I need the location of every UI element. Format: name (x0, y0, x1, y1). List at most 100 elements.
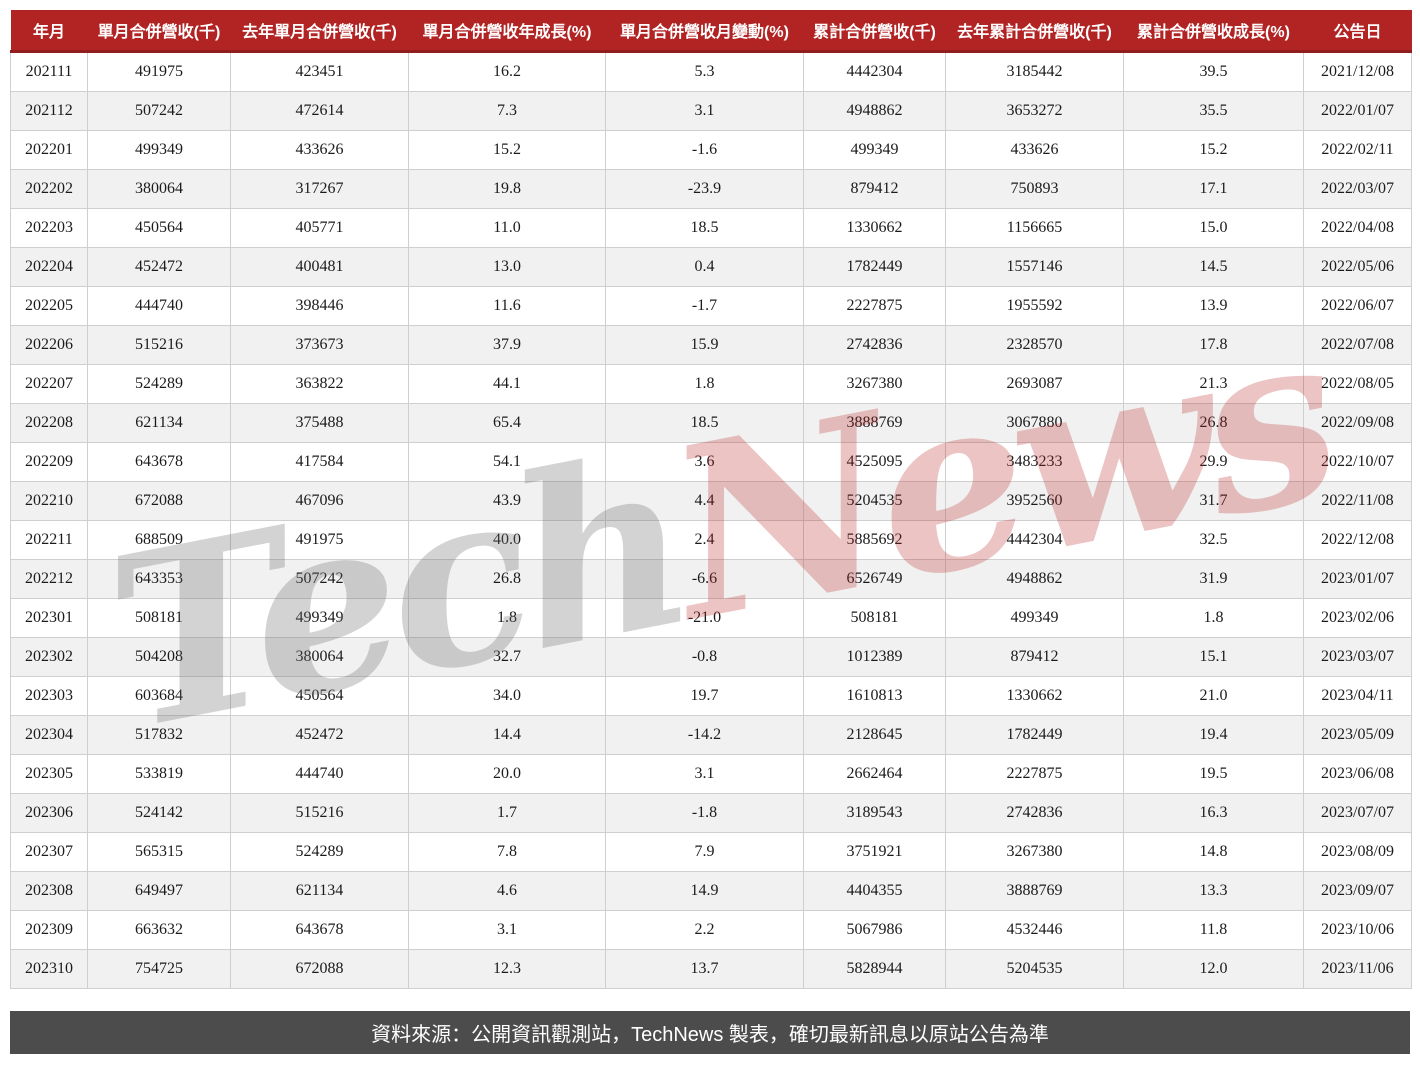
table-cell: 4.4 (605, 481, 804, 521)
table-row: 202310 754725 672088 12.3 13.7 5828944 5204535… (10, 949, 1412, 989)
table-cell: 2693087 (945, 364, 1124, 404)
table-row: 202207 524289 363822 44.1 1.8 3267380 2693087 2… (10, 364, 1412, 404)
table-row: 202201 499349 433626 15.2 -1.6 499349 433626 15… (10, 130, 1412, 170)
column-header-3: 單月合併營收年成長(%) (408, 10, 606, 53)
table-cell: 21.0 (1123, 676, 1304, 716)
table-cell: 1156665 (945, 208, 1124, 248)
table-cell: -1.7 (605, 286, 804, 326)
table-cell: 504208 (87, 637, 231, 677)
table-cell: 2022/01/07 (1303, 91, 1412, 131)
table-cell: 13.3 (1123, 871, 1304, 911)
table-cell: 12.0 (1123, 949, 1304, 989)
table-cell: 491975 (87, 51, 231, 92)
table-cell: 2022/11/08 (1303, 481, 1412, 521)
table-cell: 202212 (10, 559, 88, 599)
table-cell: 202305 (10, 754, 88, 794)
table-cell: 499349 (87, 130, 231, 170)
table-row: 202208 621134 375488 65.4 18.5 3888769 3067880… (10, 403, 1412, 443)
table-cell: 202203 (10, 208, 88, 248)
table-cell: 16.2 (408, 51, 606, 92)
table-cell: 2022/10/07 (1303, 442, 1412, 482)
table-cell: 2023/06/08 (1303, 754, 1412, 794)
table-cell: 1.8 (408, 598, 606, 638)
table-cell: 19.5 (1123, 754, 1304, 794)
table-cell: 3.1 (605, 754, 804, 794)
table-cell: 672088 (230, 949, 409, 989)
table-cell: 4442304 (945, 520, 1124, 560)
table-cell: 2023/05/09 (1303, 715, 1412, 755)
table-row: 202209 643678 417584 54.1 3.6 4525095 3483233 2… (10, 442, 1412, 482)
table-cell: 26.8 (1123, 403, 1304, 443)
table-cell: 202210 (10, 481, 88, 521)
table-cell: 2128645 (803, 715, 946, 755)
table-cell: 2662464 (803, 754, 946, 794)
table-cell: 202304 (10, 715, 88, 755)
table-cell: 1.8 (605, 364, 804, 404)
table-cell: 688509 (87, 520, 231, 560)
table-cell: 202208 (10, 403, 88, 443)
table-cell: 4525095 (803, 442, 946, 482)
table-cell: 202204 (10, 247, 88, 287)
table-cell: 499349 (803, 130, 946, 170)
table-cell: 2022/02/11 (1303, 130, 1412, 170)
table-cell: 2.4 (605, 520, 804, 560)
table-cell: 750893 (945, 169, 1124, 209)
table-cell: 2742836 (803, 325, 946, 365)
table-cell: 417584 (230, 442, 409, 482)
table-cell: 3189543 (803, 793, 946, 833)
table-cell: 3888769 (803, 403, 946, 443)
table-row: 202212 643353 507242 26.8 -6.6 6526749 4948862… (10, 559, 1412, 599)
table-cell: -0.8 (605, 637, 804, 677)
table-cell: 373673 (230, 325, 409, 365)
table-cell: 2022/07/08 (1303, 325, 1412, 365)
table-row: 202206 515216 373673 37.9 15.9 2742836 2328570… (10, 325, 1412, 365)
table-cell: 5.3 (605, 51, 804, 92)
table-cell: 491975 (230, 520, 409, 560)
table-cell: 202301 (10, 598, 88, 638)
table-row: 202308 649497 621134 4.6 14.9 4404355 3888769 1… (10, 871, 1412, 911)
table-cell: 2328570 (945, 325, 1124, 365)
table-header-row: 年月 單月合併營收(千) 去年單月合併營收(千) 單月合併營收年成長(%) 單月合併營收… (10, 10, 1412, 53)
table-cell: 643678 (230, 910, 409, 950)
table-cell: 12.3 (408, 949, 606, 989)
table-cell: 31.7 (1123, 481, 1304, 521)
column-header-2: 去年單月合併營收(千) (230, 10, 409, 53)
table-cell: 14.4 (408, 715, 606, 755)
table-cell: 202207 (10, 364, 88, 404)
table-cell: 4.6 (408, 871, 606, 911)
table-cell: 6526749 (803, 559, 946, 599)
column-header-4: 單月合併營收月變動(%) (605, 10, 804, 53)
table-cell: 452472 (87, 247, 231, 287)
table-cell: 452472 (230, 715, 409, 755)
table-cell: 31.9 (1123, 559, 1304, 599)
table-cell: -14.2 (605, 715, 804, 755)
table-cell: 1012389 (803, 637, 946, 677)
table-row: 202112 507242 472614 7.3 3.1 4948862 3653272 35… (10, 91, 1412, 131)
table-cell: 34.0 (408, 676, 606, 716)
table-cell: 524289 (87, 364, 231, 404)
table-cell: 524142 (87, 793, 231, 833)
table-cell: 18.5 (605, 403, 804, 443)
table-cell: 423451 (230, 51, 409, 92)
table-cell: 20.0 (408, 754, 606, 794)
table-cell: 35.5 (1123, 91, 1304, 131)
table-cell: 533819 (87, 754, 231, 794)
column-header-0: 年月 (10, 10, 88, 53)
table-cell: 2023/11/06 (1303, 949, 1412, 989)
source-footer-bar: 資料來源：公開資訊觀測站，TechNews 製表，確切最新訊息以原站公告為準 (10, 1011, 1410, 1054)
table-cell: -23.9 (605, 169, 804, 209)
table-cell: 2023/10/06 (1303, 910, 1412, 950)
table-cell: 17.1 (1123, 169, 1304, 209)
table-cell: 202302 (10, 637, 88, 677)
table-cell: 3653272 (945, 91, 1124, 131)
table-cell: 2227875 (803, 286, 946, 326)
table-cell: 3.1 (408, 910, 606, 950)
table-cell: 5067986 (803, 910, 946, 950)
table-cell: 19.7 (605, 676, 804, 716)
table-row: 202306 524142 515216 1.7 -1.8 3189543 2742836 1… (10, 793, 1412, 833)
table-cell: 0.4 (605, 247, 804, 287)
table-cell: 15.0 (1123, 208, 1304, 248)
table-cell: 643353 (87, 559, 231, 599)
table-cell: 4948862 (945, 559, 1124, 599)
table-cell: -1.8 (605, 793, 804, 833)
